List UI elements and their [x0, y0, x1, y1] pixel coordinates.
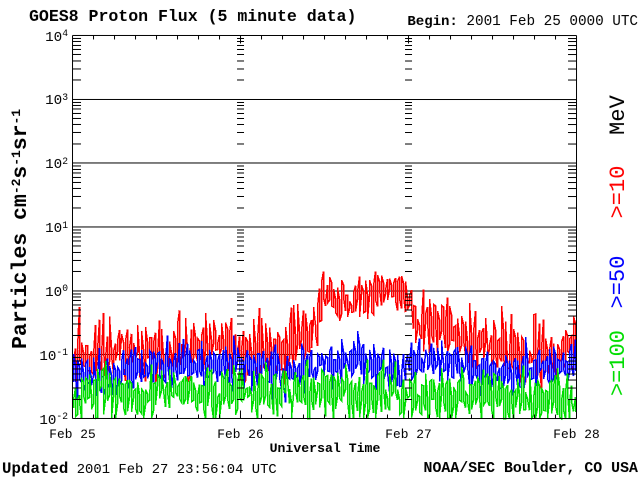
- chart-title: GOES8 Proton Flux (5 minute data): [29, 6, 357, 27]
- y-axis-title-exponent: -1: [8, 108, 24, 125]
- x-tick-label-feb-25: Feb 25: [49, 426, 96, 442]
- series-line-100: [72, 359, 577, 421]
- y-tick-label-1e2: 102: [16, 155, 69, 174]
- x-tick-label-feb-26: Feb 26: [217, 426, 264, 442]
- y-tick-label-1e0: 100: [16, 283, 68, 301]
- begin-label: Begin:: [407, 14, 458, 31]
- y-tick-base: 10: [45, 220, 63, 237]
- begin-timestamp: Begin: 2001 Feb 25 0000 UTC: [407, 14, 639, 31]
- y-tick-exponent: 3: [62, 91, 69, 103]
- y-tick-exponent: -2: [56, 411, 68, 423]
- y-tick-base: 10: [45, 29, 63, 46]
- legend-label-100: >=100: [605, 330, 631, 397]
- y-tick-base: 10: [45, 93, 63, 110]
- y-tick-base: 10: [45, 284, 63, 301]
- updated-label: Updated: [1, 459, 69, 478]
- y-tick-base: 10: [39, 348, 57, 365]
- y-tick-exponent: 1: [62, 219, 69, 231]
- y-tick-exponent: -1: [56, 347, 68, 359]
- x-tick-label-feb-28: Feb 28: [553, 427, 600, 443]
- y-axis-title-text: Particles cm: [8, 194, 34, 349]
- y-tick-label-1e-2: 10-2: [16, 411, 68, 428]
- updated-value: 2001 Feb 27 23:56:04 UTC: [76, 461, 277, 478]
- y-tick-label-1e-1: 10-1: [16, 347, 68, 365]
- y-tick-label-1e4: 104: [16, 28, 69, 46]
- y-axis-title-text: sr: [9, 124, 34, 151]
- begin-value: 2001 Feb 25 0000 UTC: [466, 14, 639, 31]
- credit-text: NOAA/SEC Boulder, CO USA: [423, 461, 638, 478]
- y-tick-exponent: 0: [62, 283, 68, 295]
- y-tick-label-1e3: 103: [16, 91, 69, 110]
- y-tick-base: 10: [45, 157, 63, 174]
- x-tick-label-feb-27: Feb 27: [385, 427, 432, 443]
- series-line-50: [72, 330, 577, 403]
- y-tick-exponent: 4: [62, 28, 69, 40]
- y-tick-label-1e1: 101: [16, 219, 69, 237]
- y-tick-exponent: 2: [62, 155, 69, 167]
- y-axis-title-exponent: -2: [8, 178, 24, 195]
- x-axis-title: Universal Time: [269, 440, 381, 457]
- updated-timestamp: Updated 2001 Feb 27 23:56:04 UTC: [1, 459, 277, 478]
